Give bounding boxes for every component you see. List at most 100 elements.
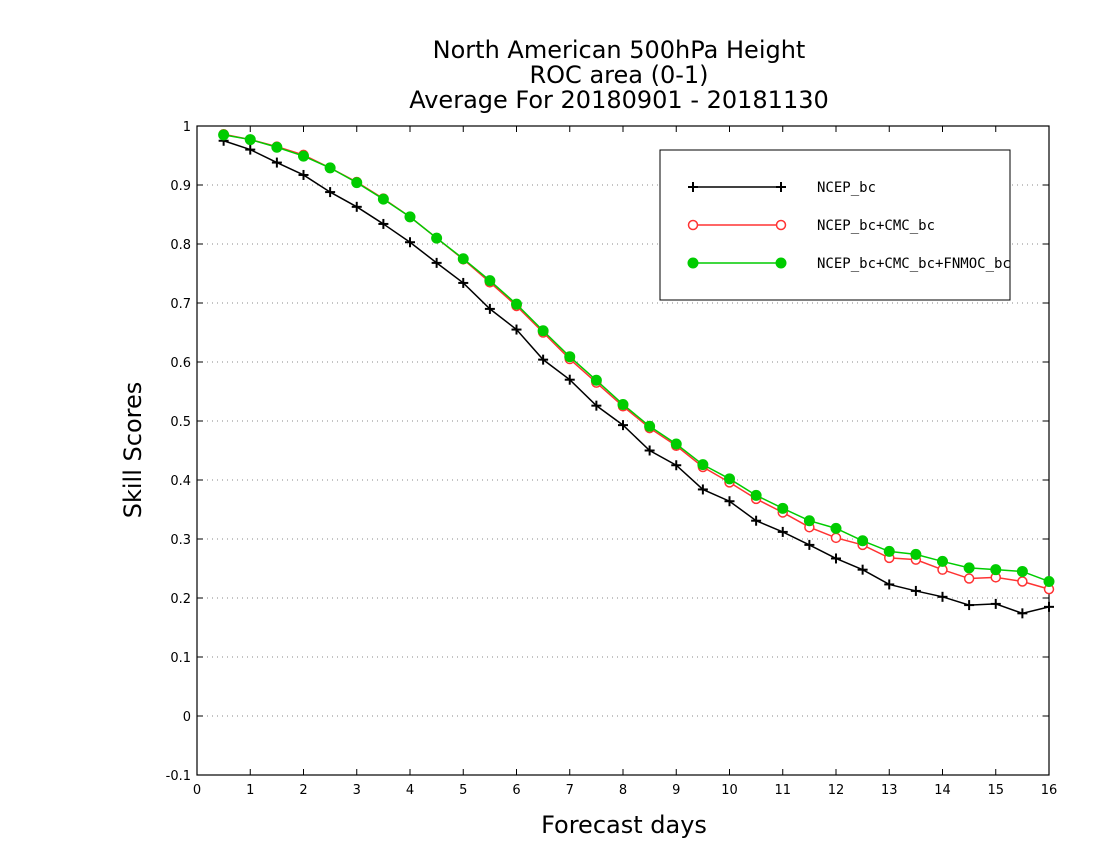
series-1-point-30 — [1017, 576, 1028, 587]
series-2-point-28 — [963, 562, 975, 574]
legend-label-1: NCEP_bc+CMC_bc — [817, 218, 935, 234]
x-tick-label-8: 8 — [619, 783, 627, 798]
series-2-point-12 — [537, 325, 549, 337]
x-tick-label-14: 14 — [934, 783, 951, 798]
series-0-point-15 — [618, 420, 628, 431]
series-line-0 — [223, 140, 1050, 615]
series-2-point-4 — [324, 162, 336, 174]
y-tick-label-9: 0.8 — [170, 238, 191, 253]
x-tick-label-0: 0 — [193, 783, 201, 798]
x-tick-label-2: 2 — [299, 783, 307, 798]
series-0-point-3 — [298, 169, 309, 180]
series-2-point-21 — [777, 502, 789, 514]
legend-marker-start-0 — [688, 182, 698, 192]
series-2-point-30 — [1016, 565, 1028, 577]
series-0-point-5 — [351, 201, 362, 212]
series-2-point-25 — [883, 545, 895, 557]
series-0-point-23 — [831, 553, 841, 564]
legend-marker-start-2 — [687, 257, 699, 269]
series-2-point-23 — [830, 522, 842, 534]
series-0-point-7 — [405, 237, 415, 248]
series-2-point-15 — [617, 398, 629, 410]
series-2-point-3 — [298, 150, 309, 162]
series-2-point-18 — [697, 459, 709, 471]
series-2-point-16 — [644, 420, 656, 432]
series-0-point-8 — [431, 257, 442, 268]
series-2-point-22 — [803, 515, 815, 527]
series-2-point-27 — [937, 555, 948, 567]
y-tick-label-8: 0.7 — [170, 297, 191, 312]
series-2-point-7 — [404, 211, 416, 223]
x-tick-label-7: 7 — [566, 783, 574, 798]
series-0-point-26 — [910, 585, 921, 596]
series-2-point-10 — [484, 275, 496, 287]
x-tick-label-9: 9 — [672, 783, 680, 798]
series-1-point-28 — [963, 573, 975, 584]
chart-title-line-2: ROC area (0-1) — [529, 61, 708, 89]
y-tick-label-0: -0.1 — [166, 769, 191, 784]
y-tick-label-1: 0 — [183, 710, 191, 725]
series-0-point-27 — [937, 591, 948, 602]
legend-entry-0: NCEP_bc — [688, 180, 876, 196]
series-0-point-31 — [1044, 601, 1054, 612]
x-tick-label-3: 3 — [353, 783, 361, 798]
series-2 — [218, 129, 1055, 587]
series-2-point-5 — [351, 177, 363, 189]
legend-label-0: NCEP_bc — [817, 180, 876, 196]
series-2-point-29 — [990, 564, 1002, 576]
y-axis-label: Skill Scores — [119, 382, 147, 519]
series-0-point-6 — [378, 218, 389, 229]
axes: 0 1 2 3 4 5 6 7 8 9 10 11 12 13 14 15 16-0.100.10.20.30.… — [166, 120, 1058, 798]
series-0-point-24 — [857, 564, 868, 575]
y-tick-label-10: 0.9 — [170, 179, 191, 194]
legend: NCEP_bc NCEP_bc+CMC_bc NCEP_bc+CMC_bc+FNMO… — [659, 149, 1011, 301]
chart-title-line-1: North American 500hPa Height — [433, 36, 806, 64]
series-0-point-17 — [671, 460, 682, 471]
series-0-point-12 — [538, 354, 549, 365]
series-0-point-4 — [325, 187, 336, 198]
chart-title-line-3: Average For 20180901 - 20181130 — [409, 86, 829, 114]
x-axis-label: Forecast days — [541, 811, 707, 839]
series-2-point-26 — [910, 548, 922, 560]
series-2-point-13 — [564, 351, 576, 363]
y-tick-label-5: 0.4 — [170, 474, 191, 489]
series-layer — [218, 129, 1055, 619]
series-0-point-11 — [511, 324, 522, 335]
series-0-point-19 — [724, 496, 735, 507]
series-0-point-9 — [458, 277, 469, 288]
series-2-point-17 — [670, 438, 682, 450]
series-0-point-22 — [804, 539, 815, 550]
series-0-point-25 — [884, 579, 895, 590]
series-2-point-0 — [218, 129, 230, 141]
series-2-point-8 — [431, 232, 443, 244]
series-2-point-24 — [857, 535, 869, 547]
x-tick-label-5: 5 — [459, 783, 467, 798]
series-2-point-1 — [244, 134, 256, 146]
legend-label-2: NCEP_bc+CMC_bc+FNMOC_bc — [817, 256, 1011, 272]
series-0-point-28 — [964, 600, 975, 611]
x-tick-label-13: 13 — [881, 783, 898, 798]
series-0-point-16 — [644, 445, 655, 456]
series-0-point-14 — [591, 400, 602, 411]
series-0-point-20 — [751, 515, 762, 526]
y-tick-label-7: 0.6 — [170, 356, 191, 371]
x-tick-label-6: 6 — [512, 783, 520, 798]
series-1-point-23 — [830, 532, 842, 544]
series-2-point-31 — [1043, 575, 1055, 587]
y-tick-label-11: 1 — [183, 120, 191, 135]
x-tick-label-15: 15 — [987, 783, 1004, 798]
y-tick-label-3: 0.2 — [170, 592, 191, 607]
x-tick-label-1: 1 — [246, 783, 254, 798]
series-0-point-1 — [245, 144, 256, 155]
legend-entry-2: NCEP_bc+CMC_bc+FNMOC_bc — [687, 256, 1011, 272]
x-tick-label-12: 12 — [828, 783, 845, 798]
series-2-point-19 — [724, 473, 735, 485]
y-tick-label-2: 0.1 — [170, 651, 191, 666]
series-2-point-11 — [511, 298, 522, 310]
series-0-point-30 — [1017, 608, 1028, 619]
series-2-point-6 — [377, 193, 389, 205]
x-tick-label-16: 16 — [1041, 783, 1058, 798]
series-2-point-9 — [457, 253, 469, 265]
series-2-point-20 — [750, 489, 762, 501]
